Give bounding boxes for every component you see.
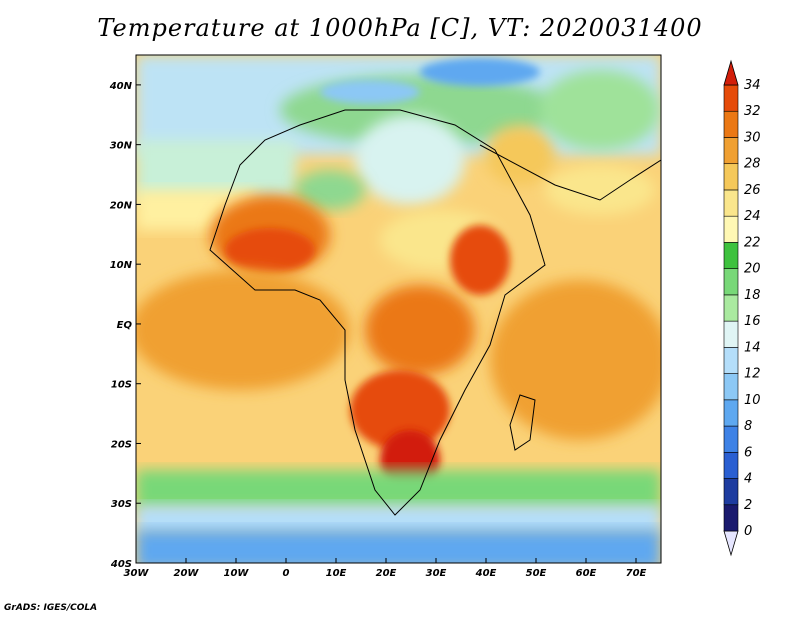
colorbar-label: 10 (744, 393, 761, 408)
lat-tick-label: 20N (110, 200, 133, 211)
lat-tick-label: 40N (109, 81, 133, 92)
lat-tick-label: 20S (111, 439, 132, 450)
colorbar-label: 12 (744, 367, 761, 382)
colorbar-label: 14 (744, 340, 761, 355)
plot-frame (135, 54, 662, 564)
lat-tick-label: EQ (117, 320, 133, 331)
lat-tick-label: 10N (110, 260, 133, 271)
colorbar-segment (723, 110, 739, 138)
colorbar-segment (723, 294, 739, 322)
colorbar-label: 34 (744, 78, 761, 93)
colorbar-segment (723, 215, 739, 243)
lat-tick-label: 10S (111, 380, 132, 391)
colorbar-under-triangle (723, 530, 739, 557)
colorbar-segment (723, 425, 739, 453)
colorbar-label: 6 (744, 445, 752, 460)
lon-tick-label: 20E (376, 568, 397, 579)
colorbar-label: 16 (744, 314, 761, 329)
lon-tick-label: 0 (283, 568, 290, 579)
lat-tick-label: 30S (111, 499, 132, 510)
colorbar-label: 30 (744, 130, 761, 145)
colorbar-segment (723, 137, 739, 165)
colorbar-label: 4 (744, 472, 752, 487)
colorbar-segment (723, 373, 739, 401)
lon-tick-label: 50E (526, 568, 547, 579)
colorbar-segment (723, 242, 739, 269)
colorbar-label: 24 (744, 209, 761, 224)
colorbar-segment (723, 189, 739, 217)
map-title: Temperature at 1000hPa [C], VT: 20200314… (97, 14, 703, 42)
colorbar-segment (723, 399, 739, 427)
colorbar-over-triangle (723, 59, 739, 86)
lon-tick-label: 20W (174, 568, 200, 579)
colorbar-segment (723, 320, 739, 348)
lon-tick-label: 30W (124, 568, 150, 579)
colorbar-segment (723, 451, 739, 479)
colorbar-label: 32 (744, 104, 761, 119)
colorbar-segment (723, 268, 739, 296)
colorbar-segment (723, 163, 739, 191)
lon-tick-label: 70E (626, 568, 647, 579)
lon-tick-label: 60E (576, 568, 597, 579)
lat-tick-label: 40S (110, 559, 132, 570)
lon-tick-label: 40E (475, 568, 497, 579)
longitude-ticks: 30W 20W 10W 0 10E 20E 30E 40E 50E 60E 70E (124, 558, 647, 579)
lon-tick-label: 10E (326, 568, 347, 579)
colorbar-label: 28 (744, 157, 761, 172)
colorbar-segment (723, 84, 739, 112)
lon-tick-label: 30E (426, 568, 447, 579)
credit-label: GrADS: IGES/COLA (4, 603, 98, 613)
colorbar-segment (723, 504, 739, 532)
colorbar-label: 20 (744, 262, 761, 277)
lat-tick-label: 30N (110, 141, 133, 152)
colorbar-label: 18 (744, 288, 761, 303)
colorbar-label: 8 (744, 419, 752, 434)
colorbar-segment (723, 478, 739, 506)
colorbar-label: 2 (744, 498, 752, 513)
coastlines (209, 109, 661, 516)
lon-tick-label: 10W (224, 568, 250, 579)
colorbar-label: 22 (744, 235, 761, 250)
latitude-ticks: 40N 30N 20N 10N EQ 10S 20S 30S 40S (109, 81, 141, 570)
temperature-field (136, 55, 661, 563)
colorbar-label: 0 (744, 524, 752, 539)
colorbar-segment (723, 347, 739, 374)
colorbar-label: 26 (744, 183, 761, 198)
